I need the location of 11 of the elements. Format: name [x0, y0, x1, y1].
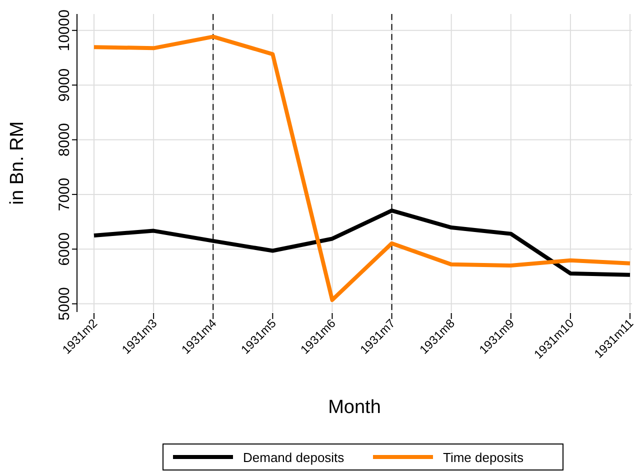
y-tick-label: 5000 — [56, 287, 73, 320]
y-tick-label: 9000 — [56, 68, 73, 102]
y-tick-label: 8000 — [56, 123, 73, 156]
line-series — [92, 34, 632, 302]
legend-label: Demand deposits — [243, 450, 345, 465]
x-axis-title: Month — [328, 397, 381, 418]
legend-label: Time deposits — [443, 450, 524, 465]
y-tick-label: 10000 — [56, 10, 73, 52]
y-axis-title: in Bn. RM — [7, 121, 28, 205]
y-tick-label: 7000 — [56, 178, 73, 212]
y-tick-label: 6000 — [56, 232, 73, 266]
